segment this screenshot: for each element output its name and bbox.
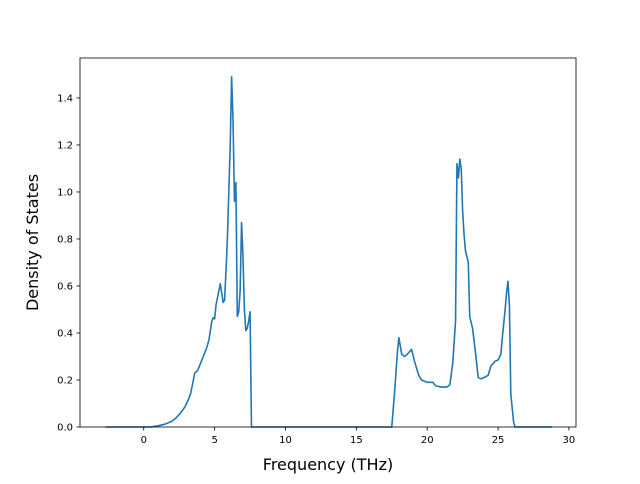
y-axis-ticks: 0.0 0.2 0.4 0.6 0.8 1.0 1.2 1.4 [57,93,80,434]
x-tick-label: 10 [279,435,292,446]
y-axis-title: Density of States [23,174,42,311]
y-tick-label: 0.4 [57,328,73,339]
x-tick-label: 15 [350,435,363,446]
y-tick-label: 1.2 [57,140,73,151]
y-tick-label: 0.2 [57,375,73,386]
y-tick-label: 0.0 [57,423,73,434]
x-axis-ticks: 0 5 10 15 20 25 30 [141,427,576,446]
x-tick-label: 30 [563,435,576,446]
x-tick-label: 0 [141,435,147,446]
y-tick-label: 0.8 [57,234,73,245]
x-tick-label: 20 [421,435,434,446]
x-tick-label: 25 [492,435,505,446]
y-tick-label: 1.0 [57,187,73,198]
y-tick-label: 0.6 [57,281,73,292]
x-axis-title: Frequency (THz) [263,455,393,474]
y-tick-label: 1.4 [57,93,73,104]
plot-frame [79,57,577,428]
x-tick-label: 5 [211,435,217,446]
